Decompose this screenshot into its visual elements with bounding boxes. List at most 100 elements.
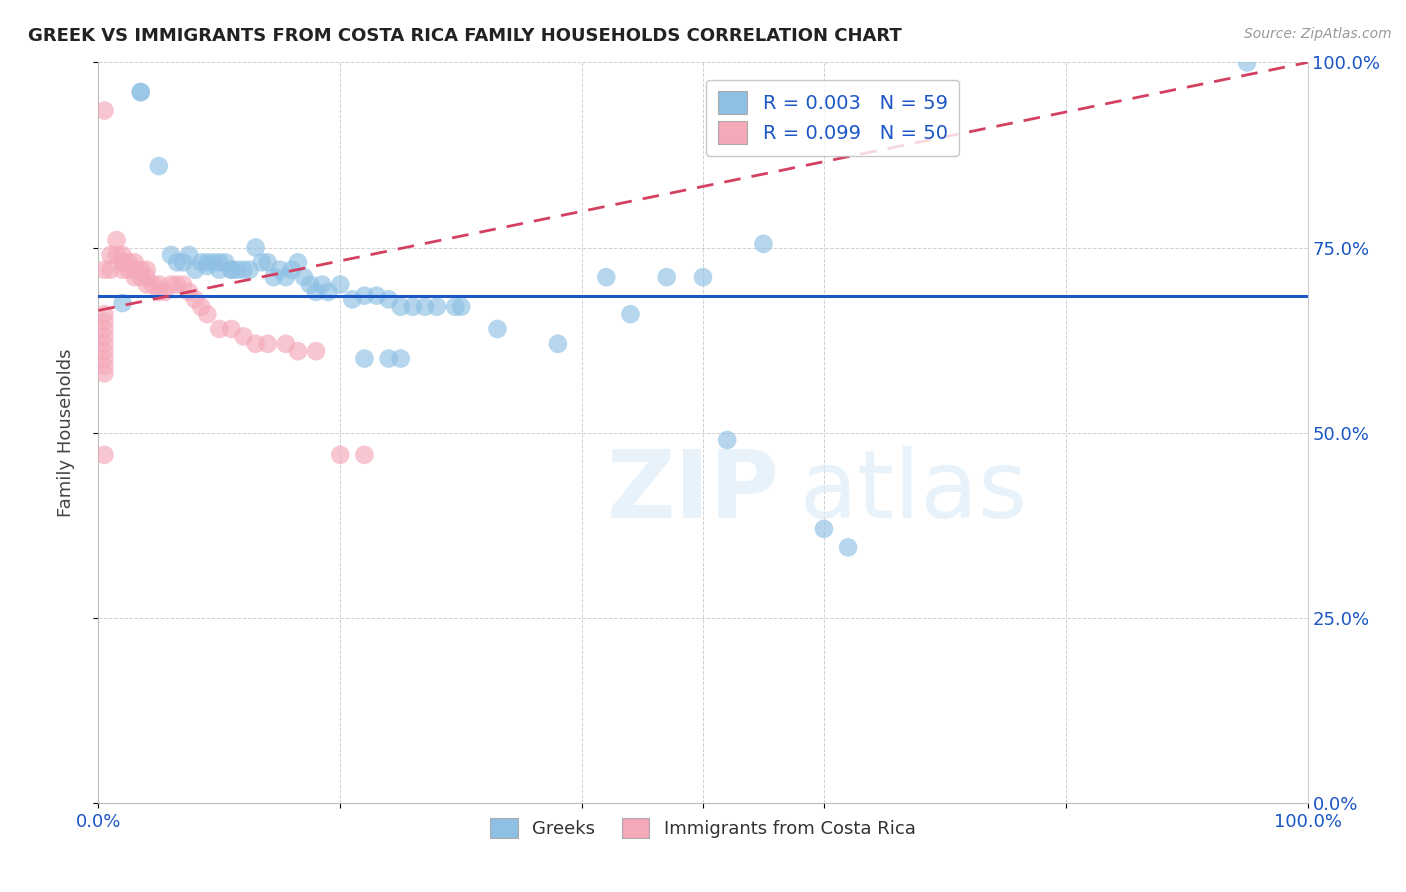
Point xyxy=(148,285,170,299)
Point xyxy=(142,277,165,292)
Point xyxy=(413,300,436,314)
Point xyxy=(353,448,375,462)
Point xyxy=(292,270,315,285)
Point xyxy=(93,351,115,366)
Point xyxy=(281,262,304,277)
Point xyxy=(311,277,333,292)
Point xyxy=(305,285,328,299)
Point xyxy=(256,336,278,351)
Point xyxy=(208,255,231,269)
Point xyxy=(166,277,188,292)
Text: atlas: atlas xyxy=(800,446,1028,538)
Point xyxy=(111,262,134,277)
Point xyxy=(129,85,152,99)
Point xyxy=(93,336,115,351)
Point xyxy=(389,300,412,314)
Point xyxy=(135,270,157,285)
Point xyxy=(208,322,231,336)
Point xyxy=(402,300,425,314)
Point xyxy=(221,262,243,277)
Point xyxy=(221,322,243,336)
Point xyxy=(595,270,617,285)
Point xyxy=(232,262,254,277)
Point xyxy=(245,336,267,351)
Point xyxy=(366,288,388,302)
Point xyxy=(184,293,207,307)
Point xyxy=(692,270,714,285)
Point xyxy=(111,248,134,262)
Point xyxy=(148,277,170,292)
Point xyxy=(287,344,309,359)
Point xyxy=(93,103,115,118)
Point xyxy=(426,300,449,314)
Point xyxy=(329,448,352,462)
Point xyxy=(111,255,134,269)
Point xyxy=(160,248,183,262)
Point xyxy=(184,262,207,277)
Text: Source: ZipAtlas.com: Source: ZipAtlas.com xyxy=(1244,27,1392,41)
Point xyxy=(93,314,115,328)
Point xyxy=(263,270,285,285)
Text: ZIP: ZIP xyxy=(606,446,779,538)
Point xyxy=(239,262,262,277)
Point xyxy=(148,159,170,173)
Point xyxy=(172,255,194,269)
Point xyxy=(299,277,322,292)
Point xyxy=(179,248,201,262)
Point xyxy=(274,270,297,285)
Point xyxy=(450,300,472,314)
Point xyxy=(287,255,309,269)
Point xyxy=(190,300,212,314)
Point xyxy=(389,351,412,366)
Point xyxy=(93,448,115,462)
Point xyxy=(93,359,115,373)
Point xyxy=(124,255,146,269)
Point xyxy=(208,262,231,277)
Point xyxy=(93,329,115,343)
Point xyxy=(245,240,267,255)
Point xyxy=(105,248,128,262)
Point xyxy=(195,307,218,321)
Point xyxy=(105,233,128,247)
Point xyxy=(221,262,243,277)
Point xyxy=(153,285,176,299)
Point xyxy=(118,255,141,269)
Point xyxy=(195,255,218,269)
Point xyxy=(93,262,115,277)
Point xyxy=(342,293,364,307)
Point xyxy=(716,433,738,447)
Point xyxy=(444,300,467,314)
Point xyxy=(226,262,249,277)
Point xyxy=(195,259,218,273)
Point xyxy=(655,270,678,285)
Point xyxy=(256,255,278,269)
Point xyxy=(111,296,134,310)
Point xyxy=(129,85,152,99)
Point xyxy=(93,322,115,336)
Point xyxy=(129,262,152,277)
Point xyxy=(93,344,115,359)
Point xyxy=(93,367,115,381)
Point xyxy=(190,255,212,269)
Point xyxy=(100,248,122,262)
Point xyxy=(100,262,122,277)
Point xyxy=(353,288,375,302)
Point xyxy=(486,322,509,336)
Point xyxy=(377,293,399,307)
Point xyxy=(214,255,236,269)
Point xyxy=(305,344,328,359)
Text: GREEK VS IMMIGRANTS FROM COSTA RICA FAMILY HOUSEHOLDS CORRELATION CHART: GREEK VS IMMIGRANTS FROM COSTA RICA FAMI… xyxy=(28,27,901,45)
Point xyxy=(1236,55,1258,70)
Point xyxy=(124,270,146,285)
Point xyxy=(329,277,352,292)
Point xyxy=(269,262,291,277)
Point xyxy=(202,255,225,269)
Point xyxy=(619,307,641,321)
Point xyxy=(135,277,157,292)
Point xyxy=(179,285,201,299)
Point xyxy=(353,351,375,366)
Point xyxy=(124,262,146,277)
Point xyxy=(274,336,297,351)
Point xyxy=(813,522,835,536)
Y-axis label: Family Households: Family Households xyxy=(56,349,75,516)
